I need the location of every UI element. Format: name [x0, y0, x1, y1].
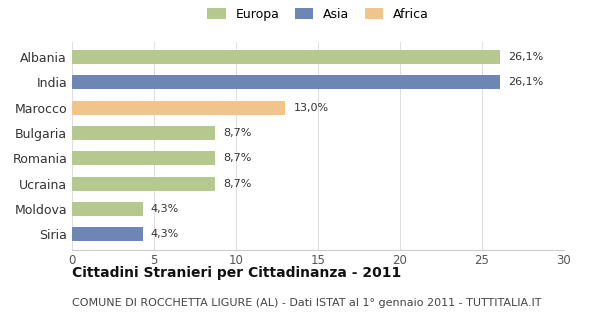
Text: 26,1%: 26,1% [508, 77, 544, 87]
Bar [72, 126, 215, 140]
Bar [72, 177, 215, 191]
Bar [72, 151, 215, 165]
Text: 8,7%: 8,7% [223, 179, 251, 189]
Text: 8,7%: 8,7% [223, 128, 251, 138]
Text: 13,0%: 13,0% [293, 102, 329, 113]
Text: Cittadini Stranieri per Cittadinanza - 2011: Cittadini Stranieri per Cittadinanza - 2… [72, 266, 401, 280]
Bar [72, 228, 143, 241]
Bar [72, 50, 500, 64]
Text: COMUNE DI ROCCHETTA LIGURE (AL) - Dati ISTAT al 1° gennaio 2011 - TUTTITALIA.IT: COMUNE DI ROCCHETTA LIGURE (AL) - Dati I… [72, 298, 542, 308]
Bar [72, 202, 143, 216]
Text: 26,1%: 26,1% [508, 52, 544, 62]
Bar [72, 100, 285, 115]
Text: 4,3%: 4,3% [151, 229, 179, 239]
Legend: Europa, Asia, Africa: Europa, Asia, Africa [207, 8, 429, 21]
Text: 8,7%: 8,7% [223, 153, 251, 163]
Text: 4,3%: 4,3% [151, 204, 179, 214]
Bar [72, 75, 500, 89]
